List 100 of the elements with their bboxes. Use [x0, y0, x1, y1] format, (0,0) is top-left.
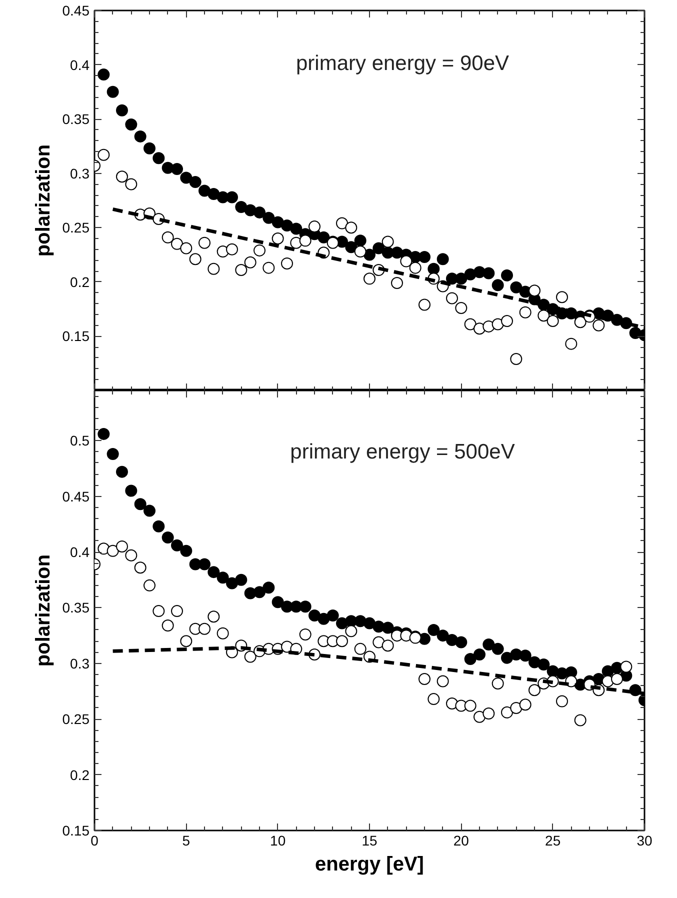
point: [382, 622, 394, 634]
y-tick-label: 0.3: [70, 655, 90, 672]
point: [226, 191, 238, 204]
point: [510, 281, 522, 294]
point: [272, 596, 284, 608]
point: [318, 231, 330, 244]
point: [308, 610, 320, 622]
point: [180, 544, 192, 557]
y-tick-label: 0.2: [70, 766, 90, 783]
point: [152, 152, 165, 164]
point: [144, 142, 156, 154]
point: [98, 68, 110, 81]
point: [354, 234, 366, 247]
point: [152, 520, 165, 532]
point: [198, 558, 210, 570]
point: [235, 201, 248, 214]
x-tick-label: 5: [182, 832, 190, 848]
point: [501, 269, 513, 282]
y-tick-label: 0.3: [70, 165, 90, 182]
point: [492, 642, 504, 655]
x-axis-title: energy [eV]: [315, 854, 424, 876]
point: [208, 188, 220, 200]
point: [345, 241, 358, 254]
point: [519, 698, 532, 711]
point: [125, 484, 138, 497]
point: [299, 600, 312, 613]
point: [235, 574, 248, 586]
y-tick-label: 0.25: [62, 220, 90, 236]
point: [501, 652, 513, 664]
point: [281, 219, 293, 232]
x-tick-label: 0: [90, 832, 99, 848]
y-tick-label: 0.5: [70, 432, 90, 449]
y-tick-label: 0.4: [70, 56, 90, 73]
point: [418, 250, 430, 263]
annotation: primary energy = 90eV: [296, 52, 510, 76]
y-tick-label: 0.45: [62, 488, 90, 504]
point: [464, 652, 476, 665]
y-tick-label: 0.35: [62, 600, 90, 616]
point: [455, 272, 468, 285]
point: [538, 658, 550, 671]
point: [125, 118, 138, 130]
point: [180, 172, 192, 184]
point: [455, 636, 468, 648]
y-tick-label: 0.15: [62, 328, 90, 344]
x-tick-label: 20: [453, 832, 470, 848]
point: [372, 242, 385, 254]
point: [492, 279, 504, 292]
point: [254, 586, 266, 598]
point: [519, 650, 532, 662]
y-tick-label: 0.45: [62, 2, 90, 18]
y-axis-title: polarization: [32, 554, 54, 667]
point: [400, 255, 412, 268]
point: [106, 448, 119, 460]
x-tick-label: 15: [362, 832, 378, 848]
x-tick-label: 30: [636, 832, 652, 848]
point: [482, 267, 495, 280]
point: [574, 316, 586, 328]
x-tick-label: 25: [545, 832, 561, 848]
point: [98, 428, 110, 440]
point: [134, 498, 146, 510]
point: [262, 582, 275, 594]
point: [290, 222, 302, 235]
point: [162, 532, 174, 544]
point: [254, 206, 266, 218]
point: [208, 566, 220, 578]
point: [308, 220, 320, 233]
point: [116, 104, 128, 116]
point: [364, 248, 376, 261]
point: [216, 572, 229, 584]
point: [116, 466, 128, 478]
y-axis-title: polarization: [32, 144, 54, 257]
point: [226, 243, 238, 256]
point: [106, 86, 119, 98]
point: [171, 163, 183, 176]
point: [134, 130, 146, 142]
point: [428, 262, 440, 275]
point: [364, 617, 376, 630]
point: [198, 184, 210, 197]
point: [272, 216, 284, 228]
y-tick-label: 0.15: [62, 822, 90, 838]
point: [474, 648, 486, 660]
point: [382, 640, 394, 652]
point: [198, 622, 210, 635]
point: [400, 630, 412, 642]
point: [428, 624, 440, 636]
point: [436, 630, 449, 642]
point: [482, 638, 495, 650]
point: [436, 253, 449, 266]
point: [326, 610, 339, 622]
x-tick-label: 10: [270, 832, 286, 848]
point: [171, 539, 183, 552]
point: [262, 212, 275, 224]
y-tick-label: 0.2: [70, 274, 90, 290]
point: [299, 234, 312, 247]
y-tick-label: 0.4: [70, 544, 90, 560]
annotation: primary energy = 500eV: [290, 440, 515, 464]
point: [189, 176, 202, 188]
point: [226, 577, 238, 590]
point: [144, 504, 156, 517]
y-tick-label: 0.35: [62, 111, 90, 128]
